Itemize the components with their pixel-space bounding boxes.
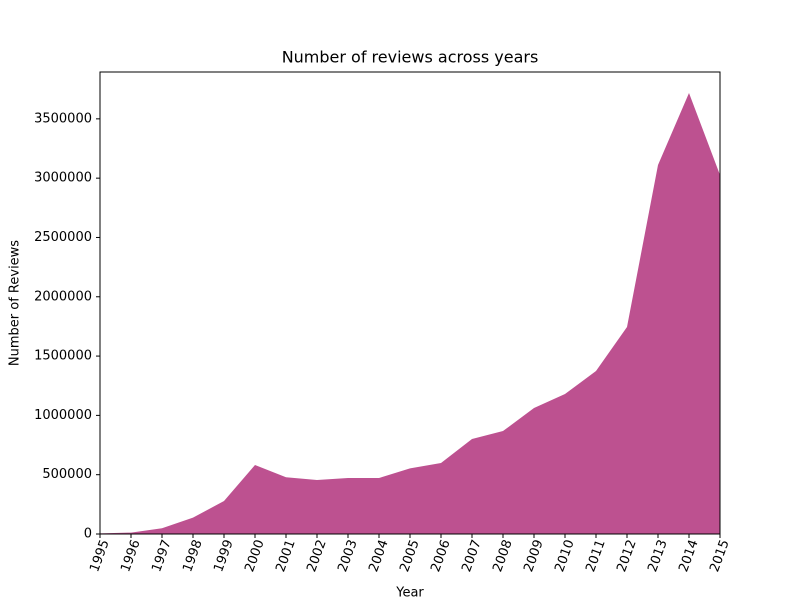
y-tick-label: 500000 bbox=[42, 467, 92, 482]
x-tick-label: 1996 bbox=[118, 538, 143, 574]
x-tick-label: 2006 bbox=[428, 538, 453, 574]
y-tick-label: 1500000 bbox=[34, 349, 92, 364]
x-tick-label: 2011 bbox=[583, 538, 608, 574]
x-tick-label: 1999 bbox=[211, 538, 236, 574]
x-tick-label: 2001 bbox=[273, 538, 298, 574]
y-tick-label: 2500000 bbox=[34, 230, 92, 245]
y-tick-label: 3000000 bbox=[34, 171, 92, 186]
y-tick-label: 0 bbox=[84, 527, 92, 542]
x-tick-label: 2007 bbox=[459, 538, 484, 574]
x-tick-label: 2013 bbox=[645, 538, 670, 574]
x-tick-label: 1998 bbox=[180, 538, 205, 574]
x-tick-label: 2012 bbox=[614, 538, 639, 574]
x-tick-label: 2002 bbox=[304, 538, 329, 574]
x-tick-label: 2009 bbox=[521, 538, 546, 574]
x-tick-label: 2005 bbox=[397, 538, 422, 574]
x-tick-label: 2015 bbox=[707, 538, 732, 574]
x-axis-label: Year bbox=[395, 586, 424, 600]
area bbox=[100, 92, 720, 535]
x-tick-label: 2010 bbox=[552, 538, 577, 574]
x-tick-label: 2004 bbox=[366, 538, 391, 574]
y-tick-label: 1000000 bbox=[34, 408, 92, 423]
x-tick-label: 2014 bbox=[676, 538, 701, 574]
x-tick-label: 1997 bbox=[149, 538, 174, 574]
chart-title: Number of reviews across years bbox=[282, 48, 539, 67]
y-tick-label: 3500000 bbox=[34, 111, 92, 126]
y-axis-label: Number of Reviews bbox=[8, 240, 23, 366]
y-tick-label: 2000000 bbox=[34, 289, 92, 304]
x-tick-label: 2000 bbox=[242, 538, 267, 574]
x-tick-label: 2003 bbox=[335, 538, 360, 574]
x-tick-label: 2008 bbox=[490, 538, 515, 574]
x-tick-label: 1995 bbox=[87, 538, 112, 574]
